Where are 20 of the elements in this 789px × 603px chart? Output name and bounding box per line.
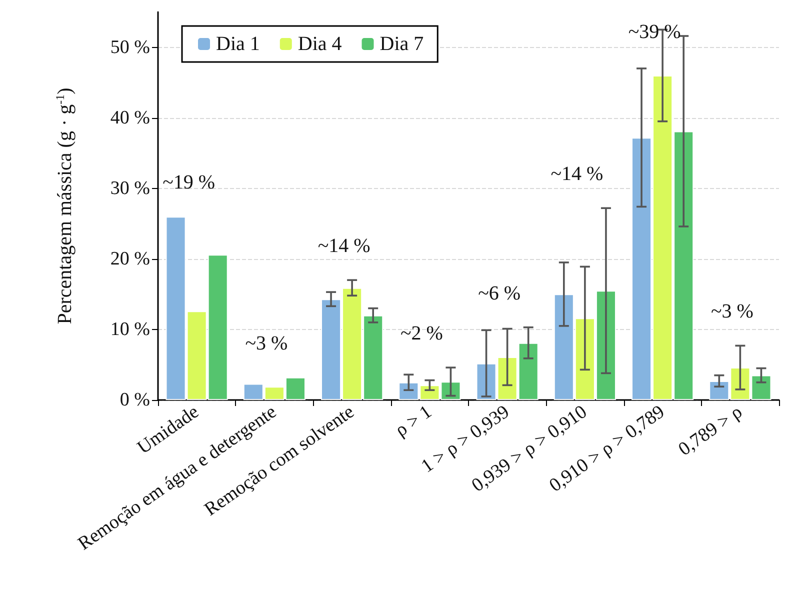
y-tick-label: 10 % (110, 318, 150, 340)
annotation: ~19 % (162, 172, 216, 194)
annotation: ~3 % (710, 300, 754, 323)
annotation: ~2 % (400, 322, 443, 345)
x-tick-label: 0,789 > ρ (674, 401, 746, 460)
annotation: ~3 % (245, 332, 288, 354)
legend-label: Dia 1 (216, 33, 260, 55)
legend-label: Dia 7 (380, 33, 424, 55)
y-tick-label: 20 % (110, 248, 150, 270)
y-tick-label: 0 % (120, 390, 150, 410)
legend-label: Dia 4 (298, 33, 342, 55)
y-axis-title: Percentagem mássica (g · g-1) (53, 88, 76, 324)
annotation: ~14 % (318, 235, 370, 258)
annotation: ~6 % (478, 282, 521, 304)
annotation: ~14 % (550, 163, 604, 186)
y-tick-label: 40 % (110, 107, 150, 128)
y-tick-label: 30 % (110, 178, 150, 199)
annotation: ~39 % (628, 21, 681, 43)
x-tick-label: ρ > 1 (392, 401, 436, 442)
y-tick-label: 50 % (110, 36, 150, 58)
